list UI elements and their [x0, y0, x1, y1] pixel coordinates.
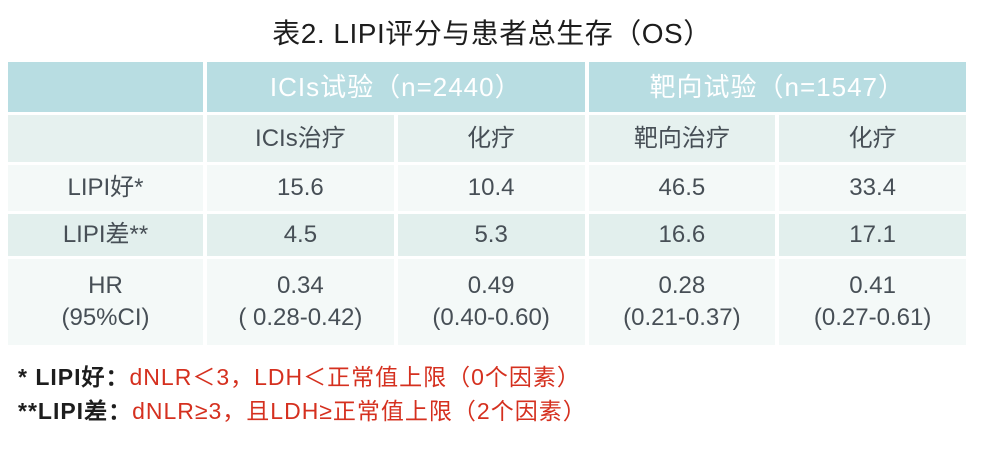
footnotes: * LIPI好：dNLR＜3，LDH＜正常值上限（0个因素） **LIPI差：d…: [18, 360, 587, 428]
footnote-lipi-poor-prefix: **LIPI差：: [18, 398, 133, 424]
column-header-icis-treatment: ICIs治疗: [207, 115, 394, 162]
footnote-lipi-good-definition: dNLR＜3，LDH＜正常值上限（0个因素）: [129, 364, 581, 390]
cell-lipi-good-chemo-1: 10.4: [397, 165, 585, 211]
cell-lipi-poor-targeted: 16.6: [588, 214, 776, 256]
cell-hr-chemo-1: 0.49 (0.40-0.60): [397, 259, 585, 345]
subheader-corner-cell: [8, 115, 203, 162]
cell-lipi-good-targeted: 46.5: [588, 165, 776, 211]
cell-lipi-poor-chemo-1: 5.3: [397, 214, 585, 256]
group-header-targeted-trials: 靶向试验（n=1547）: [588, 62, 966, 112]
column-header-chemo-1: 化疗: [397, 115, 585, 162]
row-label-lipi-poor: LIPI差**: [8, 214, 203, 256]
column-header-targeted-treatment: 靶向治疗: [588, 115, 776, 162]
group-header-icis-trials: ICIs试验（n=2440）: [207, 62, 585, 112]
table-title: 表2. LIPI评分与患者总生存（OS）: [272, 18, 712, 49]
cell-lipi-poor-icis: 4.5: [207, 214, 394, 256]
cell-hr-chemo-2: 0.41 (0.27-0.61): [779, 259, 966, 345]
footnote-lipi-poor-definition: dNLR≥3，且LDH≥正常值上限（2个因素）: [132, 398, 587, 424]
footnote-lipi-good-prefix: * LIPI好：: [18, 364, 130, 390]
cell-lipi-good-chemo-2: 33.4: [779, 165, 966, 211]
cell-lipi-good-icis: 15.6: [207, 165, 394, 211]
column-header-chemo-2: 化疗: [779, 115, 966, 162]
row-label-lipi-good: LIPI好*: [8, 165, 203, 211]
cell-hr-targeted: 0.28 (0.21-0.37): [588, 259, 776, 345]
footnote-lipi-poor: **LIPI差：dNLR≥3，且LDH≥正常值上限（2个因素）: [18, 394, 587, 428]
footnote-lipi-good: * LIPI好：dNLR＜3，LDH＜正常值上限（0个因素）: [18, 360, 587, 394]
cell-hr-icis: 0.34 ( 0.28-0.42): [207, 259, 394, 345]
row-label-hr-ci: HR (95%CI): [8, 259, 203, 345]
header-corner-cell: [8, 62, 203, 112]
lipi-os-table: ICIs试验（n=2440） 靶向试验（n=1547） ICIs治疗 化疗 靶向…: [8, 62, 966, 345]
cell-lipi-poor-chemo-2: 17.1: [779, 214, 966, 256]
